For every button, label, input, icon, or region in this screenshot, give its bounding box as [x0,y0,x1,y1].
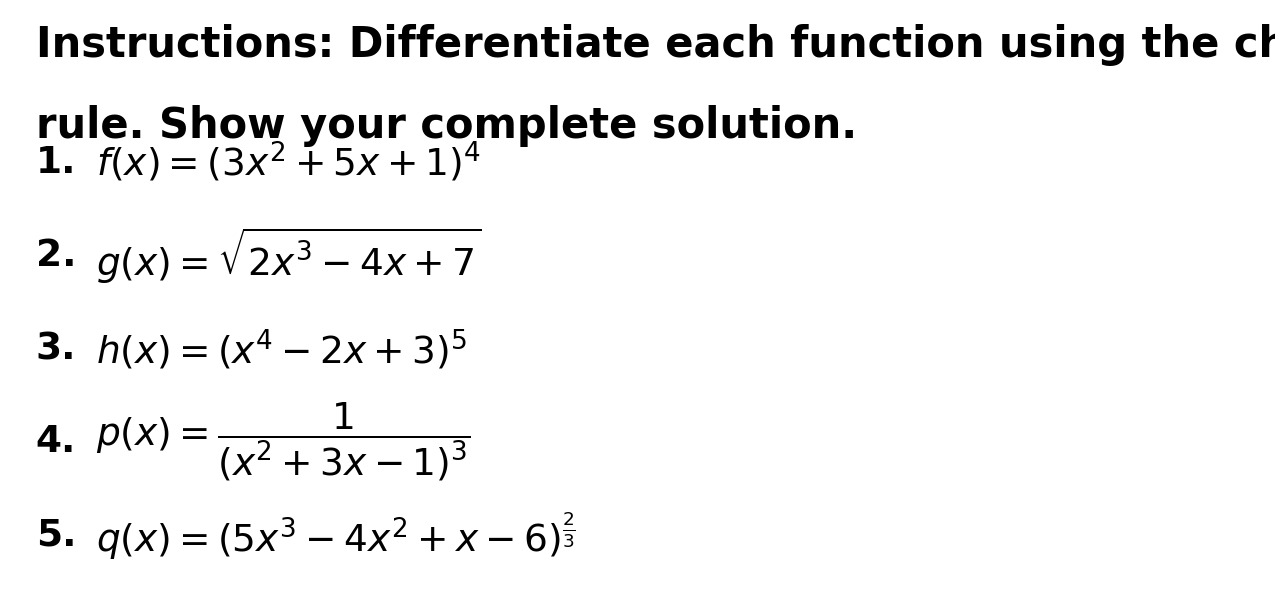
Text: 1.: 1. [36,144,76,181]
Text: $q(x) = (5x^3 - 4x^2 + x - 6)^{\frac{2}{3}}$: $q(x) = (5x^3 - 4x^2 + x - 6)^{\frac{2}{… [96,510,575,562]
Text: $g(x) = \sqrt{2x^3 - 4x + 7}$: $g(x) = \sqrt{2x^3 - 4x + 7}$ [96,226,482,286]
Text: rule. Show your complete solution.: rule. Show your complete solution. [36,105,857,147]
Text: 4.: 4. [36,424,76,461]
Text: $p(x) = \dfrac{1}{(x^2+3x-1)^3}$: $p(x) = \dfrac{1}{(x^2+3x-1)^3}$ [96,402,470,483]
Text: Instructions: Differentiate each function using the chain: Instructions: Differentiate each functio… [36,24,1275,66]
Text: 2.: 2. [36,238,76,274]
Text: $f(x) = (3x^2 + 5x + 1)^4$: $f(x) = (3x^2 + 5x + 1)^4$ [96,140,481,185]
Text: $h(x) = (x^4 - 2x + 3)^5$: $h(x) = (x^4 - 2x + 3)^5$ [96,327,467,371]
Text: 3.: 3. [36,331,76,367]
Text: 5.: 5. [36,518,76,554]
